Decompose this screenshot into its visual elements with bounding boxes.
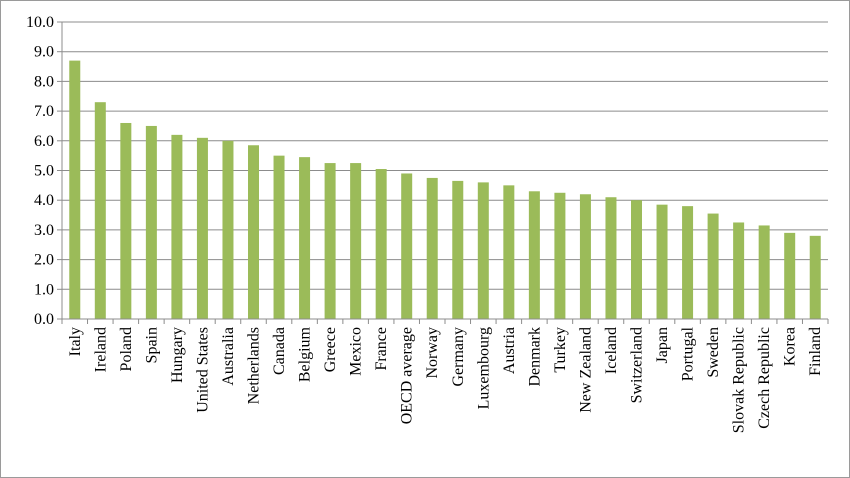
- bar: [528, 191, 540, 319]
- x-tick-label: Korea: [782, 327, 799, 366]
- bar: [171, 134, 183, 319]
- y-tick-label: 3.0: [34, 222, 54, 239]
- bar: [145, 125, 157, 319]
- bar: [120, 122, 132, 319]
- x-tick-label: OECD average: [399, 327, 416, 424]
- x-tick-label: Hungary: [169, 327, 186, 383]
- x-tick-label: Portugal: [680, 326, 697, 381]
- y-tick-label: 5.0: [34, 163, 54, 180]
- x-tick-label: Denmark: [526, 327, 543, 387]
- y-tick-label: 9.0: [34, 44, 54, 61]
- x-tick-label: France: [373, 327, 390, 371]
- x-tick-label: Sweden: [705, 327, 722, 378]
- bar: [375, 169, 387, 319]
- bar: [426, 177, 438, 319]
- bar: [579, 194, 591, 319]
- x-tick-label: Mexico: [348, 327, 365, 376]
- bar: [324, 163, 336, 319]
- x-tick-label: Japan: [654, 327, 671, 363]
- bar: [707, 213, 719, 319]
- x-tick-label: Finland: [807, 327, 824, 376]
- y-tick-label: 4.0: [34, 192, 54, 209]
- x-tick-label: Slovak Republic: [731, 327, 748, 433]
- x-tick-label: Austria: [501, 327, 518, 374]
- y-tick-label: 2.0: [34, 252, 54, 269]
- bar: [222, 140, 234, 319]
- x-tick-label: Australia: [220, 327, 237, 386]
- bar: [631, 200, 642, 319]
- bar: [350, 163, 362, 319]
- bar: [477, 182, 489, 319]
- bar: [784, 232, 796, 319]
- x-tick-label: Luxembourg: [475, 327, 492, 409]
- bar: [758, 225, 770, 319]
- bar: [554, 192, 566, 319]
- x-tick-label: Switzerland: [629, 327, 646, 403]
- x-tick-label: United States: [194, 327, 211, 413]
- y-tick-label: 6.0: [34, 133, 54, 150]
- y-tick-label: 8.0: [34, 73, 54, 90]
- x-tick-label: Italy: [67, 327, 84, 356]
- x-tick-label: Spain: [143, 327, 160, 363]
- x-tick-label: Norway: [424, 327, 441, 379]
- x-tick-label: Belgium: [297, 326, 314, 382]
- bar: [273, 155, 285, 319]
- x-tick-label: Turkey: [552, 327, 569, 373]
- y-tick-label: 10.0: [26, 14, 54, 31]
- x-tick-label: Netherlands: [246, 327, 263, 404]
- bar: [809, 235, 821, 319]
- y-tick-label: 1.0: [34, 281, 54, 298]
- bar: [605, 197, 617, 319]
- bar: [452, 180, 464, 319]
- bar: [69, 60, 81, 320]
- bar: [248, 145, 259, 319]
- x-tick-label: Ireland: [92, 327, 109, 372]
- x-tick-label: Czech Republic: [756, 327, 773, 429]
- y-tick-label: 0.0: [34, 311, 54, 328]
- x-tick-label: Greece: [322, 327, 339, 372]
- bar: [682, 206, 694, 319]
- bar: [94, 102, 106, 319]
- bar: [196, 137, 208, 319]
- x-tick-label: New Zealand: [577, 327, 594, 413]
- bar: [401, 173, 413, 319]
- bar: [299, 157, 311, 319]
- x-tick-label: Poland: [118, 327, 135, 371]
- bar: [656, 204, 668, 319]
- y-tick-label: 7.0: [34, 103, 54, 120]
- bar: [503, 185, 515, 319]
- bar: [733, 222, 745, 319]
- x-tick-label: Canada: [271, 327, 288, 375]
- x-tick-label: Iceland: [603, 327, 620, 374]
- x-tick-label: Germany: [450, 327, 467, 387]
